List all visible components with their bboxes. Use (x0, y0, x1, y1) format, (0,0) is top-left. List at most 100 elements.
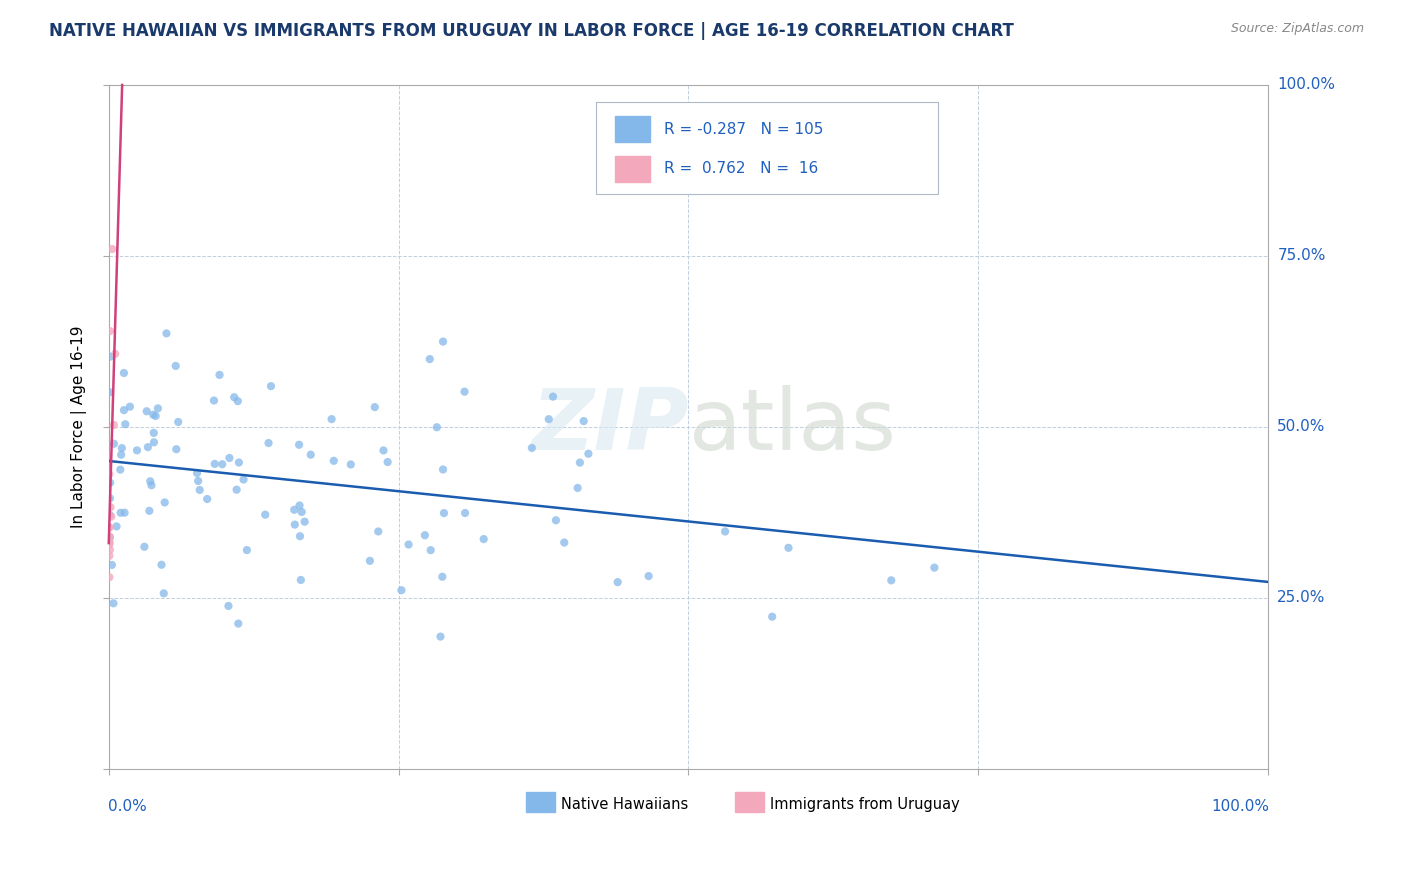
Point (284, 517, 307, 532)
Point (98, 570, 121, 584)
Point (114, 417, 136, 432)
Point (146, 401, 169, 416)
Point (606, 575, 628, 590)
Point (101, 558, 124, 572)
Point (98, 475, 121, 490)
Point (98, 535, 121, 549)
Point (98, 508, 121, 522)
Point (98, 538, 121, 552)
Point (138, 504, 160, 518)
Point (553, 535, 575, 549)
Y-axis label: In Labor Force | Age 16-19: In Labor Force | Age 16-19 (72, 326, 87, 528)
Point (110, 463, 132, 477)
Text: 100.0%: 100.0% (1277, 78, 1336, 93)
Text: Immigrants from Uruguay: Immigrants from Uruguay (769, 797, 959, 812)
Point (167, 415, 190, 429)
Point (204, 457, 226, 471)
Point (359, 554, 381, 568)
Point (520, 441, 543, 455)
Point (165, 442, 187, 457)
Point (224, 390, 246, 404)
Point (208, 368, 231, 382)
Point (637, 569, 659, 583)
Point (165, 359, 187, 373)
Bar (735, 792, 763, 813)
Point (187, 474, 209, 488)
Point (142, 408, 165, 422)
Point (291, 505, 314, 519)
Point (226, 394, 249, 409)
Point (576, 447, 599, 461)
Point (299, 448, 322, 462)
Bar (526, 792, 555, 813)
Point (112, 403, 135, 417)
Point (544, 513, 567, 527)
Point (257, 436, 280, 450)
Point (432, 334, 454, 349)
Point (391, 583, 413, 598)
Point (432, 570, 454, 584)
Point (98, 467, 121, 482)
Point (135, 404, 157, 418)
Text: 75.0%: 75.0% (1277, 248, 1326, 263)
Point (778, 541, 800, 555)
Point (98, 529, 121, 543)
Point (98, 531, 121, 545)
Point (188, 483, 211, 497)
Point (339, 458, 361, 472)
Point (454, 506, 477, 520)
Point (294, 515, 316, 529)
Point (98, 520, 121, 534)
Point (567, 481, 589, 495)
Point (288, 438, 311, 452)
Point (98, 536, 121, 550)
Text: 0.0%: 0.0% (108, 799, 146, 814)
Point (111, 441, 134, 455)
Point (186, 466, 208, 480)
Point (98, 521, 121, 535)
Point (141, 478, 163, 492)
Point (134, 540, 156, 554)
Text: ZIP: ZIP (531, 385, 689, 468)
Text: Source: ZipAtlas.com: Source: ZipAtlas.com (1230, 22, 1364, 36)
Point (112, 366, 135, 380)
Point (761, 609, 783, 624)
Bar (616, 116, 650, 143)
Point (367, 524, 389, 539)
Point (413, 528, 436, 542)
Point (142, 435, 165, 450)
Point (398, 537, 420, 551)
Point (322, 454, 344, 468)
Point (98, 350, 121, 364)
Point (136, 440, 159, 454)
Text: R = -0.287   N = 105: R = -0.287 N = 105 (664, 122, 824, 136)
Point (150, 558, 173, 572)
Point (537, 412, 560, 426)
Bar (616, 156, 650, 182)
Point (568, 456, 591, 470)
Point (103, 417, 125, 432)
Point (924, 560, 946, 574)
Point (714, 524, 737, 539)
Point (101, 242, 124, 256)
Point (103, 436, 125, 450)
Point (260, 379, 283, 393)
Point (114, 506, 136, 520)
Text: atlas: atlas (689, 385, 897, 468)
Point (125, 443, 148, 458)
Point (226, 616, 249, 631)
Text: R =  0.762   N =  16: R = 0.762 N = 16 (664, 161, 818, 177)
Point (105, 519, 128, 533)
Point (432, 462, 454, 476)
Point (195, 491, 218, 506)
Point (254, 508, 277, 522)
Point (103, 596, 125, 610)
Point (139, 475, 162, 489)
Point (321, 412, 343, 426)
Point (100, 500, 122, 515)
Point (211, 457, 233, 471)
Point (153, 495, 176, 509)
Point (290, 573, 312, 587)
Point (288, 499, 311, 513)
Point (364, 400, 387, 414)
